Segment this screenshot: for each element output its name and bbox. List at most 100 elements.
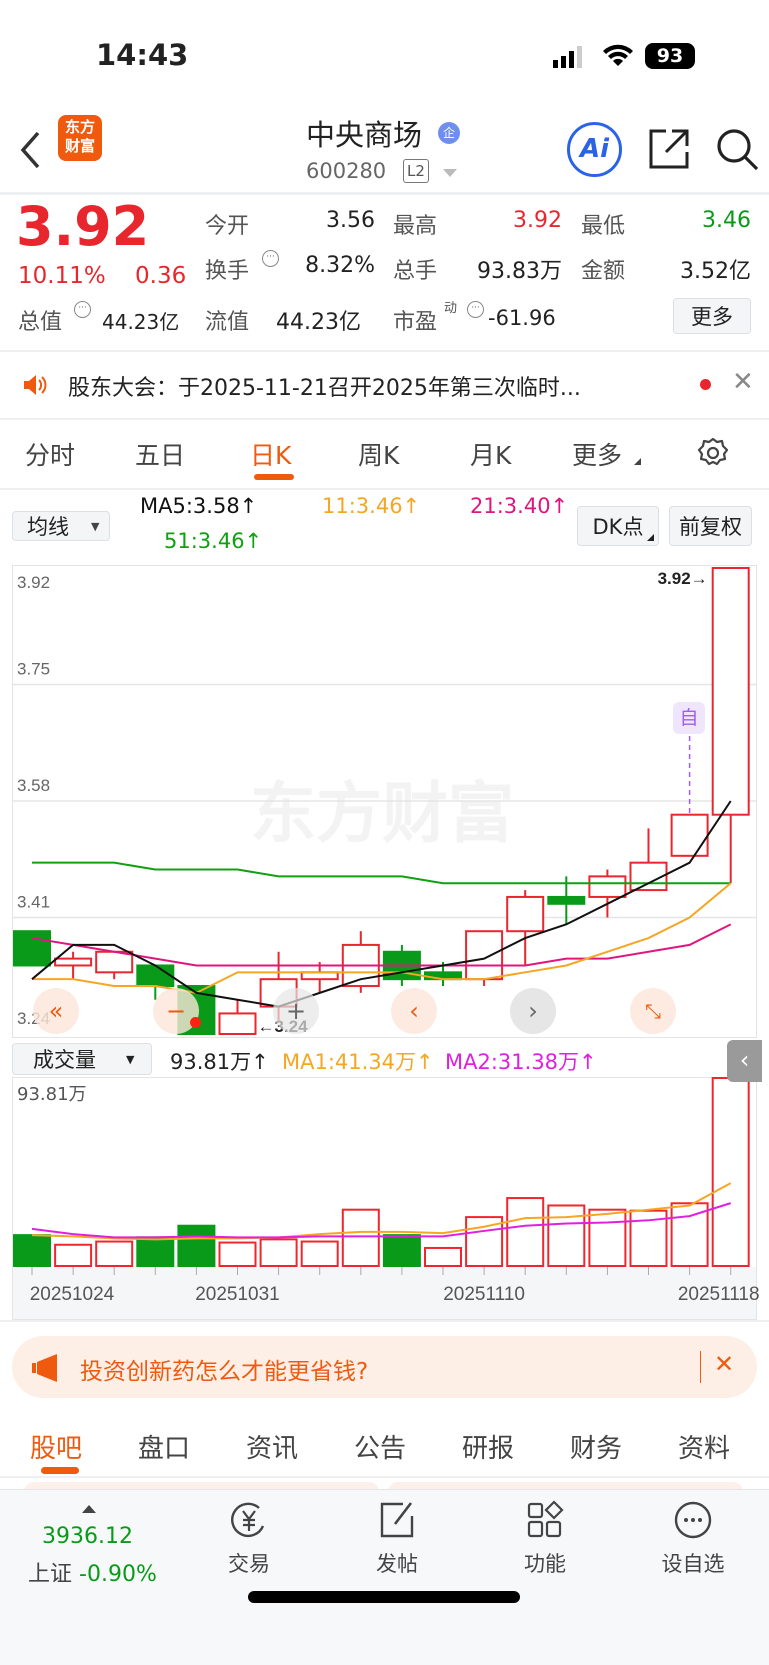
search-icon[interactable] <box>715 127 759 171</box>
ad-close-icon[interactable]: ✕ <box>714 1350 735 1378</box>
close-icon[interactable]: ✕ <box>732 367 754 397</box>
volume-chart[interactable] <box>12 1077 757 1320</box>
ai-button[interactable]: Ai <box>567 122 622 177</box>
more-button[interactable]: 更多 <box>673 298 751 334</box>
nav-post[interactable]: 发帖 <box>352 1500 442 1578</box>
subtab-1[interactable]: 盘口 <box>138 1434 191 1464</box>
ad-text[interactable]: 投资创新药怎么才能更省钱? <box>80 1359 369 1385</box>
next-button[interactable]: › <box>510 988 556 1034</box>
volume-ma1-line <box>31 1182 732 1241</box>
volume-bar <box>465 1216 504 1268</box>
quote-value: 93.83万 <box>477 259 562 284</box>
battery-icon: 93 <box>645 43 695 69</box>
ma5-value: MA5:3.58↑ <box>140 494 258 518</box>
subtab-4[interactable]: 研报 <box>462 1434 515 1464</box>
tab-4[interactable]: 月K <box>470 441 512 470</box>
back-icon[interactable] <box>18 130 42 170</box>
dk-point-button[interactable]: DK点 <box>577 506 659 546</box>
y-tick-label: 3.75 <box>17 660 50 679</box>
volume-ma2-line <box>31 1202 732 1239</box>
marker-self[interactable]: 自 <box>673 702 705 734</box>
price-chart[interactable] <box>12 565 757 1038</box>
nav-label: 交易 <box>228 1552 270 1576</box>
settings-icon[interactable] <box>697 437 729 469</box>
ma11-line <box>32 882 732 994</box>
tab-5[interactable]: 更多 <box>572 441 623 470</box>
home-indicator[interactable] <box>248 1591 520 1603</box>
trade-icon <box>231 1502 265 1538</box>
info-icon[interactable]: ··· <box>262 250 279 267</box>
subtab-2[interactable]: 资讯 <box>246 1434 299 1464</box>
level2-badge[interactable]: L2 <box>403 159 429 183</box>
index-widget[interactable]: 3936.12 上证 -0.90% <box>20 1500 180 1590</box>
candle-body <box>54 957 93 967</box>
subtab-3[interactable]: 公告 <box>354 1434 407 1464</box>
nav-functions[interactable]: 功能 <box>500 1500 590 1578</box>
adjust-button[interactable]: 前复权 <box>669 506 752 546</box>
subtab-5[interactable]: 财务 <box>570 1434 623 1464</box>
date-axis <box>13 1267 756 1319</box>
x-tick-label: 20251118 <box>678 1284 760 1305</box>
zoom-in-button[interactable]: + <box>273 988 319 1034</box>
wifi-icon <box>603 44 633 66</box>
quote-label: 换手 <box>205 259 250 284</box>
candle-body <box>300 971 339 981</box>
ma51-value: 51:3.46↑ <box>164 529 263 553</box>
tab-1[interactable]: 五日 <box>135 441 186 470</box>
market-cap-label: 总值 <box>18 310 63 335</box>
signal-icon <box>553 46 582 68</box>
bottom-nav <box>0 1489 769 1665</box>
subtab-6[interactable]: 资料 <box>678 1434 731 1464</box>
tab-0[interactable]: 分时 <box>25 441 76 470</box>
y-tick-label: 3.58 <box>17 776 50 795</box>
pe-label: 市盈 <box>393 310 438 335</box>
active-subtab-indicator <box>41 1467 79 1474</box>
collapse-panel-button[interactable]: ‹ <box>727 1040 762 1082</box>
enterprise-badge: 企 <box>438 122 460 144</box>
index-change: -0.90% <box>79 1562 157 1587</box>
ma21-line <box>31 923 732 967</box>
nav-trade[interactable]: 交易 <box>204 1500 294 1578</box>
feed-card[interactable] <box>388 1482 743 1492</box>
info-icon[interactable]: ··· <box>467 301 484 318</box>
notice-text[interactable]: 股东大会：于2025-11-21召开2025年第三次临时... <box>68 376 581 401</box>
ma11-value: 11:3.46↑ <box>322 494 421 518</box>
subtab-0[interactable]: 股吧 <box>30 1434 83 1464</box>
dropdown-icon: ▼ <box>91 519 100 533</box>
volume-bar <box>136 1236 175 1267</box>
fullscreen-button[interactable]: ⤡ <box>630 988 676 1034</box>
feed-card[interactable] <box>24 1482 379 1492</box>
dropdown-icon[interactable] <box>443 169 457 177</box>
jump-start-button[interactable]: « <box>33 988 79 1034</box>
volume-bar <box>218 1241 257 1268</box>
ma51-line <box>32 861 731 885</box>
speaker-icon <box>24 375 47 395</box>
tab-2[interactable]: 日K <box>250 441 292 470</box>
ad-banner[interactable] <box>12 1336 757 1398</box>
volume-indicator-select[interactable]: 成交量 ▼ <box>12 1043 152 1075</box>
share-icon[interactable] <box>648 128 690 170</box>
market-cap-value: 44.23亿 <box>102 310 180 334</box>
quote-label: 最高 <box>393 214 438 239</box>
nav-add-watchlist[interactable]: 设自选 <box>648 1500 738 1578</box>
indicator-select-value: 均线 <box>27 515 69 539</box>
x-tick-label: 20251031 <box>195 1284 280 1305</box>
tab-3[interactable]: 周K <box>358 441 400 470</box>
info-icon[interactable]: ··· <box>74 301 91 318</box>
volume-bar <box>259 1238 298 1267</box>
change-amount: 0.36 <box>135 263 187 289</box>
candle-body <box>711 567 750 816</box>
quote-value: 3.56 <box>326 208 375 233</box>
ma5-line <box>31 800 732 1008</box>
volume-bar <box>506 1197 545 1267</box>
stock-name: 中央商场 <box>306 118 423 152</box>
nav-label: 设自选 <box>661 1552 725 1576</box>
volume-bar <box>588 1208 627 1267</box>
ad-divider <box>700 1351 701 1383</box>
apps-icon <box>527 1500 564 1538</box>
indicator-select[interactable]: 均线 ▼ <box>12 511 110 541</box>
volume-bar <box>670 1202 709 1267</box>
prev-button[interactable]: ‹ <box>391 988 437 1034</box>
index-name: 上证 <box>28 1562 73 1587</box>
nav-label: 功能 <box>524 1552 566 1576</box>
